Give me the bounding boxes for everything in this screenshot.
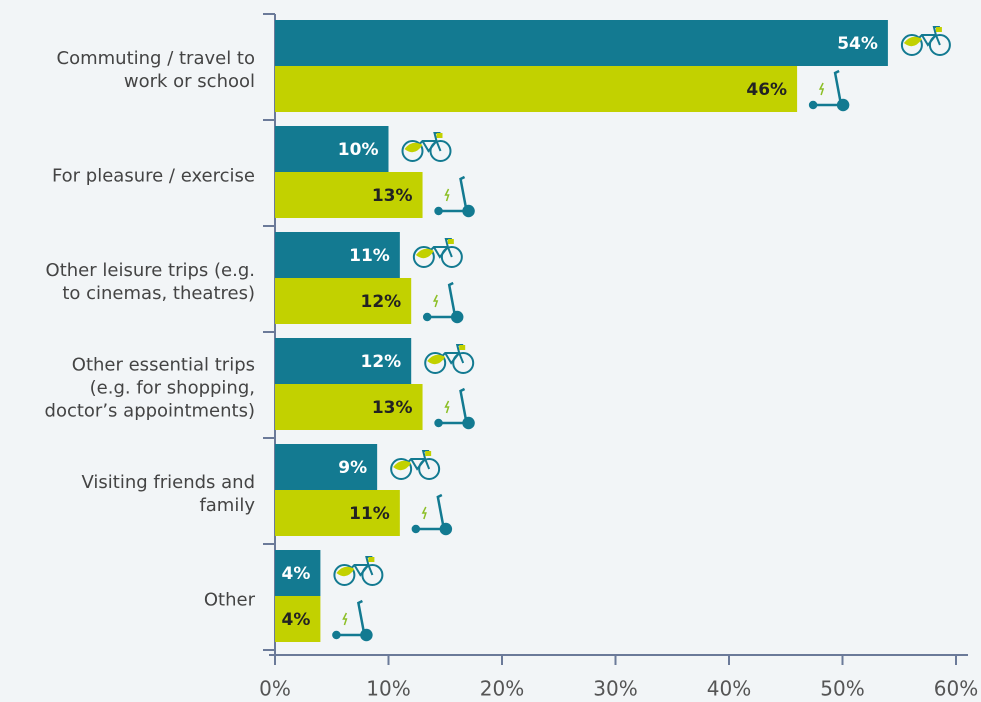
bar [275,278,412,324]
bar-value-label: 12% [360,352,401,372]
category-label: Visiting friends and family [81,472,255,516]
basket [459,345,466,350]
scooter-icon [411,493,453,536]
bike-icon [390,450,441,480]
wheel [424,352,447,374]
deck [813,69,843,107]
leaf [393,460,412,471]
basket [436,133,443,138]
basket [935,27,942,32]
wheel [411,524,421,534]
bolt [444,400,450,414]
bar [275,384,423,430]
category-label: Other essential trips (e.g. for shopping… [44,354,255,422]
wheel [928,34,951,56]
scooter-icon [434,387,475,430]
leaf [415,248,434,259]
bike-icon [333,556,384,586]
deck [427,281,457,319]
leaf [336,566,355,577]
bar [275,126,389,172]
bar [275,172,423,218]
scooter-icon [422,281,464,324]
bar [275,20,888,66]
wheel [401,140,424,162]
bar [275,338,412,384]
wheel [418,458,441,480]
x-tick-label: 10% [366,677,410,701]
bar-value-label: 13% [372,186,413,206]
bolt [444,188,450,202]
bar [275,596,321,642]
wheel [434,418,443,428]
wheel [808,100,818,110]
wheel [333,564,356,586]
wheel [422,312,432,322]
category-label: Commuting / travel to work or school [56,48,255,92]
category-label: Other [203,589,255,611]
bar [275,232,400,278]
category-label: Other leisure trips (e.g. to cinemas, th… [45,260,255,304]
x-tick-label: 0% [259,677,291,701]
wheel [439,522,453,536]
wheel [412,246,435,268]
basket [368,557,375,562]
wheel [429,140,452,162]
category-label: For pleasure / exercise [51,165,255,187]
deck [438,387,469,425]
bar-value-label: 46% [746,80,787,100]
wheel [390,458,413,480]
x-tick-label: 40% [707,677,751,701]
deck [415,493,446,531]
wheel [450,310,464,324]
x-tick-label: 60% [934,677,978,701]
bar-value-label: 11% [349,246,390,266]
x-tick-label: 50% [820,677,864,701]
bar-value-label: 9% [338,458,367,478]
wheel [900,34,923,56]
basket [425,451,432,456]
deck [336,599,366,637]
wheel [452,352,475,374]
wheel [462,204,475,218]
wheel [361,564,384,586]
wheel [360,628,373,642]
bolt [818,82,825,96]
bolt [432,294,439,308]
leaf [427,354,446,365]
wheel [462,416,475,430]
wheel [440,246,463,268]
wheel [836,98,850,112]
bolt [342,612,348,626]
wheel [332,630,341,640]
bar-value-label: 12% [360,292,401,312]
bar-value-label: 11% [349,504,390,524]
bolt [421,506,427,520]
bike-icon [401,132,452,162]
bike-icon [412,238,463,268]
bar [275,66,798,112]
bike-icon [900,26,951,56]
bar-value-label: 4% [282,564,311,584]
x-tick-label: 20% [480,677,524,701]
wheel [434,206,443,216]
scooter-icon [332,599,373,642]
bar [275,490,400,536]
basket [447,239,454,244]
bar [275,550,321,596]
bar-value-label: 4% [282,610,311,630]
leaf [903,36,922,47]
bar [275,444,378,490]
leaf [404,142,423,153]
deck [438,175,469,213]
scooter-icon [808,69,850,112]
bike-icon [424,344,475,374]
scooter-icon [434,175,475,218]
bar-value-label: 10% [338,140,379,160]
bar-value-label: 13% [372,398,413,418]
bar-value-label: 54% [837,34,878,54]
x-tick-label: 30% [593,677,637,701]
